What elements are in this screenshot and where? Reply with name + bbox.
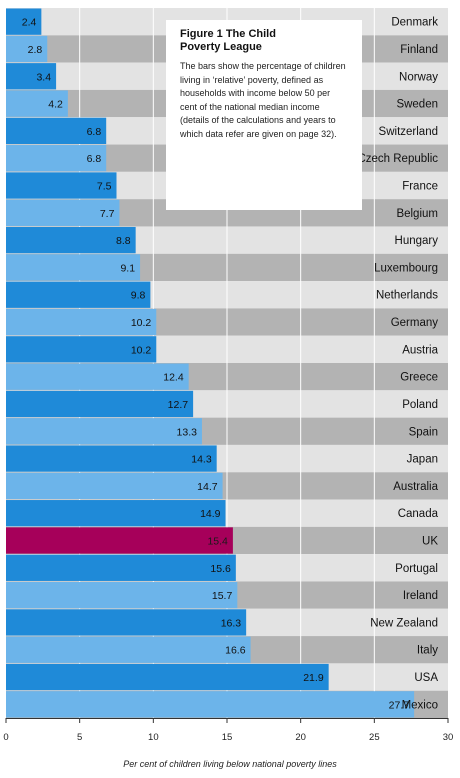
x-tick-label: 15	[222, 732, 233, 743]
figure-title: Figure 1 The Child Poverty League	[180, 28, 276, 53]
bar	[6, 308, 157, 336]
bar-value-label: 27.7	[389, 699, 410, 711]
bar	[6, 527, 233, 554]
bar-value-label: 15.4	[207, 536, 228, 548]
bar	[6, 117, 107, 145]
country-label: USA	[414, 672, 438, 684]
bar	[6, 418, 202, 445]
figure-caption-box: Figure 1 The Child Poverty League The ba…	[166, 20, 362, 210]
country-label: UK	[422, 536, 438, 548]
bar	[6, 90, 68, 117]
bar	[6, 500, 226, 527]
bar	[6, 636, 251, 663]
bar-value-label: 12.4	[163, 372, 184, 384]
bar	[6, 581, 238, 609]
bar-value-label: 14.3	[191, 454, 212, 466]
bar-value-label: 10.2	[131, 317, 152, 329]
country-label: Denmark	[391, 17, 438, 29]
bar	[6, 390, 194, 418]
bar	[6, 8, 42, 35]
x-tick-label: 0	[3, 732, 8, 743]
country-label: Japan	[407, 454, 438, 466]
bar	[6, 472, 223, 500]
country-label: Australia	[393, 481, 438, 493]
country-label: Sweden	[396, 99, 438, 111]
country-label: Netherlands	[376, 290, 438, 302]
country-label: Mexico	[402, 699, 438, 711]
bar-value-label: 7.7	[100, 208, 115, 220]
bar-value-label: 15.7	[212, 590, 233, 602]
x-tick-label: 10	[148, 732, 159, 743]
country-label: Portugal	[395, 563, 438, 575]
bar-value-label: 2.8	[28, 44, 43, 56]
bar-value-label: 16.3	[221, 617, 242, 629]
country-label: Germany	[391, 317, 439, 329]
bar	[6, 691, 415, 718]
bar	[6, 254, 141, 281]
bar-value-label: 7.5	[97, 181, 112, 193]
bar-value-label: 6.8	[87, 126, 102, 138]
bar	[6, 663, 329, 691]
country-label: Italy	[417, 645, 438, 657]
x-tick-label: 25	[369, 732, 380, 743]
bar-value-label: 13.3	[177, 426, 198, 438]
country-label: Norway	[399, 71, 438, 83]
bar-value-label: 21.9	[303, 672, 324, 684]
bar-value-label: 12.7	[168, 399, 189, 411]
bar-value-label: 6.8	[87, 153, 102, 165]
bar-value-label: 8.8	[116, 235, 131, 247]
country-label: Luxembourg	[374, 262, 438, 274]
bar	[6, 609, 247, 636]
country-label: Poland	[402, 399, 438, 411]
bar	[6, 336, 157, 363]
country-label: Austria	[402, 344, 438, 356]
bar-value-label: 10.2	[131, 344, 152, 356]
country-label: Greece	[400, 372, 438, 384]
bar-value-label: 14.7	[197, 481, 218, 493]
bar-value-label: 2.4	[22, 17, 37, 29]
bar	[6, 199, 120, 226]
bar	[6, 226, 136, 254]
figure-description: The bars show the percentage of children…	[180, 61, 346, 139]
bar	[6, 554, 236, 581]
x-tick-label: 5	[77, 732, 82, 743]
x-tick-label: 30	[443, 732, 454, 743]
bar	[6, 63, 57, 90]
bar-value-label: 3.4	[36, 71, 51, 83]
country-label: Canada	[398, 508, 439, 520]
bar	[6, 35, 48, 63]
country-label: Spain	[409, 426, 438, 438]
country-label: Belgium	[396, 208, 438, 220]
bar	[6, 281, 151, 308]
country-label: France	[402, 181, 438, 193]
bar-value-label: 16.6	[225, 645, 246, 657]
country-label: Ireland	[403, 590, 438, 602]
bar-value-label: 9.8	[131, 290, 146, 302]
bar-value-label: 4.2	[48, 99, 63, 111]
country-label: Finland	[400, 44, 438, 56]
bar	[6, 445, 217, 472]
country-label: Czech Republic	[357, 153, 438, 165]
bar-value-label: 15.6	[210, 563, 231, 575]
country-label: New Zealand	[370, 617, 438, 629]
country-label: Hungary	[395, 235, 439, 247]
bar	[6, 363, 189, 390]
x-tick-label: 20	[295, 732, 306, 743]
bar	[6, 145, 107, 172]
bar-value-label: 9.1	[120, 262, 135, 274]
bar	[6, 172, 117, 199]
x-axis-title: Per cent of children living below nation…	[123, 759, 337, 769]
country-label: Switzerland	[379, 126, 438, 138]
bar-value-label: 14.9	[200, 508, 221, 520]
